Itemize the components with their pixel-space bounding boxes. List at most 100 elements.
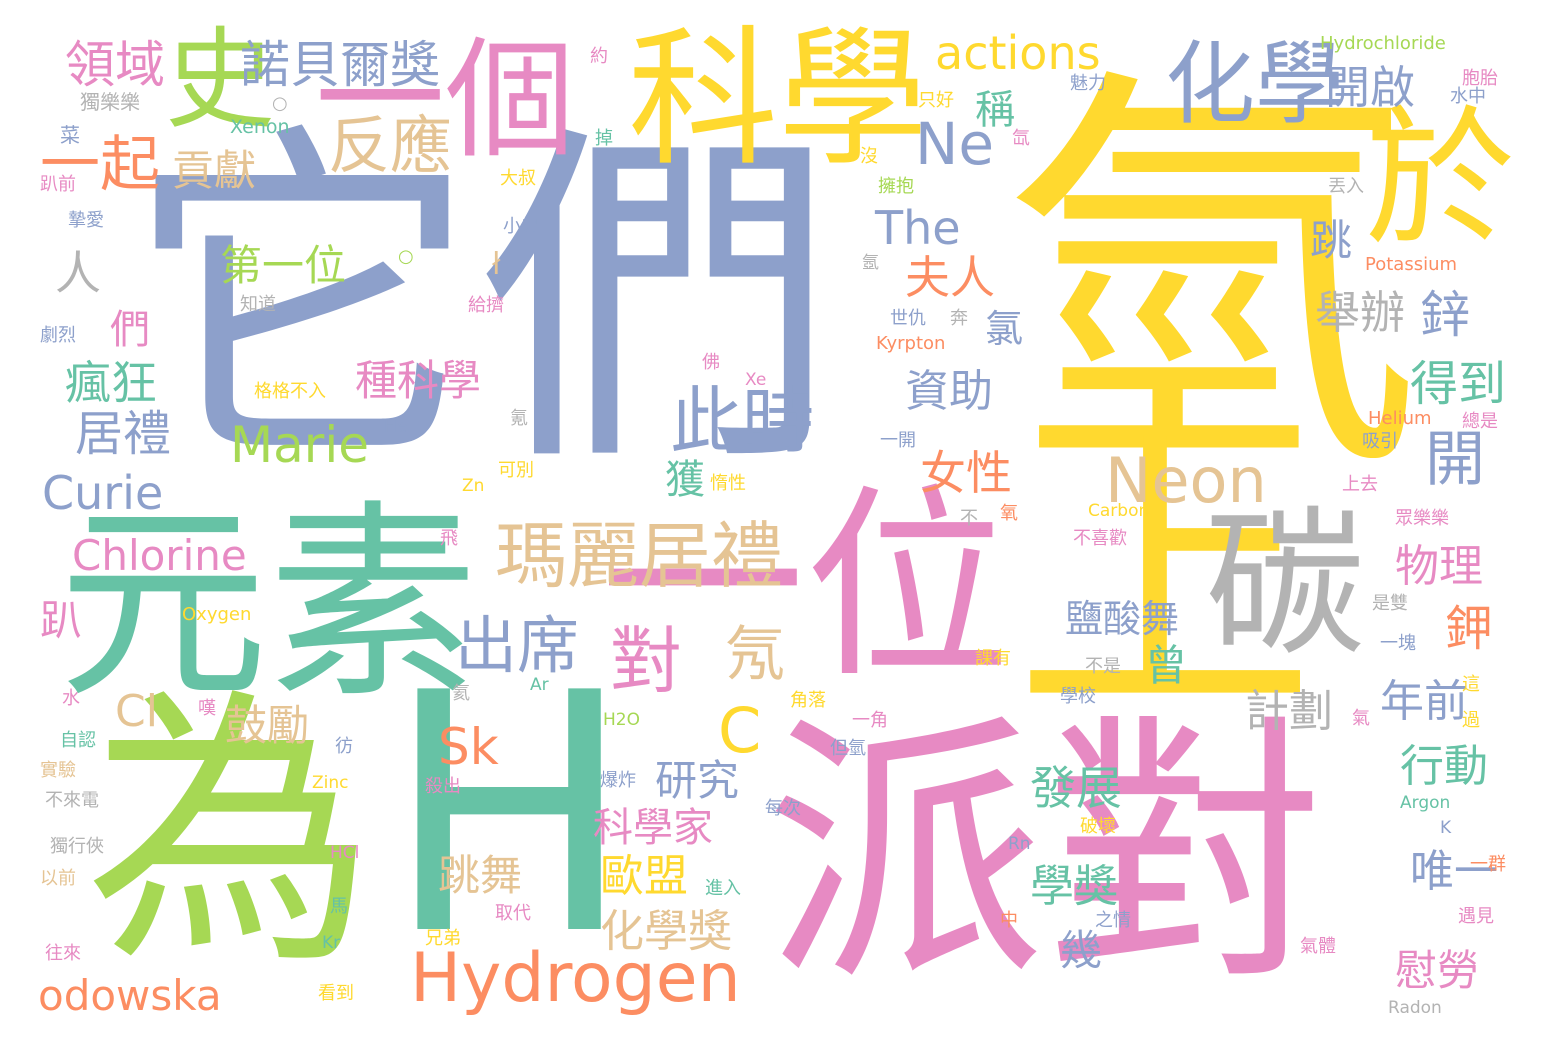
- word: 一個: [315, 24, 576, 176]
- word: 劇烈: [40, 325, 76, 346]
- word: 眾樂樂: [1395, 508, 1449, 529]
- word: 鉀: [1445, 601, 1494, 657]
- word: 不: [960, 508, 978, 529]
- word: 佛: [702, 352, 720, 373]
- word: 給擠: [468, 295, 504, 316]
- word: 開: [1425, 425, 1485, 495]
- word: Kyrpton: [876, 333, 946, 354]
- word: 擁抱: [878, 176, 914, 197]
- word: 碳: [1205, 491, 1366, 678]
- word: 奔: [950, 308, 968, 329]
- word: 諾貝爾獎: [240, 36, 440, 94]
- word: 水中: [1450, 86, 1486, 107]
- word: 格格不入: [254, 381, 326, 402]
- word: Zinc: [312, 773, 349, 793]
- word: 它們: [125, 95, 835, 509]
- word: 課有: [975, 648, 1011, 669]
- word: 一塊: [1380, 633, 1416, 654]
- word: 看到: [318, 983, 354, 1004]
- word: 居禮: [75, 406, 172, 462]
- word: Zn: [462, 476, 485, 496]
- word: 一群: [1470, 854, 1506, 875]
- word: 鋅: [1420, 286, 1470, 344]
- word: 不來電: [45, 790, 99, 811]
- word: 化學: [1165, 32, 1345, 137]
- word: 行動: [1400, 741, 1488, 792]
- word: Curie: [42, 466, 164, 520]
- word: 物理: [1395, 541, 1483, 592]
- word: 第一位: [220, 241, 347, 290]
- word: 爆炸: [600, 770, 636, 791]
- word: 嘆: [198, 698, 216, 719]
- decorative-stroke: ł: [492, 247, 501, 282]
- word: 計劃: [1245, 686, 1333, 737]
- word: 一角: [852, 710, 888, 731]
- word: 氯: [985, 307, 1024, 351]
- word: 氧: [1000, 503, 1018, 524]
- word: 曾: [1145, 641, 1188, 690]
- word: 上: [1015, 405, 1315, 754]
- word: 跳: [1310, 216, 1353, 265]
- word: 科學家: [593, 805, 713, 851]
- word: Radon: [1388, 998, 1442, 1018]
- word: 出席: [455, 609, 580, 682]
- word: 遇見: [1458, 906, 1494, 927]
- word: 彷: [335, 736, 353, 757]
- word: 鹽酸舞: [1065, 597, 1180, 641]
- word: Carbon: [1088, 501, 1150, 521]
- decorative-ring: ○: [272, 93, 288, 114]
- word: 歐盟: [600, 851, 688, 902]
- word: 鼓勵: [225, 701, 310, 750]
- word: 氣: [1352, 708, 1370, 729]
- word: C: [718, 694, 762, 767]
- word: 種科學: [355, 356, 482, 405]
- word: actions: [935, 26, 1101, 80]
- word: 稱: [975, 87, 1015, 133]
- word: He: [384, 417, 408, 437]
- word: 們: [110, 307, 150, 353]
- word: Sk: [438, 718, 499, 776]
- word: 水: [62, 688, 80, 709]
- word: Kr: [322, 933, 341, 953]
- word: 知道: [240, 294, 276, 315]
- word: 之情: [1095, 910, 1131, 931]
- word: 魅力: [1070, 73, 1106, 94]
- word: HCl: [330, 843, 360, 863]
- word: 趴: [40, 596, 83, 645]
- word: 元素: [58, 482, 479, 727]
- word: 人: [55, 246, 101, 300]
- word: 馬: [330, 896, 348, 917]
- word: 氬: [862, 253, 879, 273]
- word: 約: [590, 46, 608, 67]
- word: 上去: [1342, 474, 1378, 495]
- word: Chlorine: [72, 531, 247, 580]
- word: 是雙: [1372, 593, 1408, 614]
- word: 不喜歡: [1073, 528, 1127, 549]
- word: 角落: [790, 690, 826, 711]
- word: 舉辦: [1315, 286, 1406, 339]
- word: Argon: [1400, 793, 1451, 813]
- word: 氖: [725, 620, 785, 690]
- word: 貢獻: [172, 146, 257, 195]
- word: Oxygen: [182, 604, 252, 625]
- word: 反應: [328, 109, 453, 182]
- word: 氣體: [1300, 936, 1336, 957]
- word: 氪: [510, 408, 528, 429]
- word: 以前: [40, 868, 76, 889]
- word: 小弟: [503, 216, 539, 237]
- word: Potassium: [1365, 254, 1458, 275]
- word: 吸引: [1362, 431, 1398, 452]
- word: 中: [1000, 910, 1018, 931]
- word: 破壞: [1080, 816, 1116, 837]
- word: 研究: [655, 756, 740, 805]
- word: 發展: [1030, 761, 1122, 815]
- word: 掉: [595, 128, 613, 149]
- word: 世仇: [890, 308, 926, 329]
- word: 飛: [440, 528, 458, 549]
- word: Helium: [1368, 408, 1432, 429]
- word: K: [1440, 818, 1452, 838]
- word: 女性: [920, 446, 1012, 500]
- word: 自認: [60, 730, 96, 751]
- word: Neon: [1105, 444, 1267, 517]
